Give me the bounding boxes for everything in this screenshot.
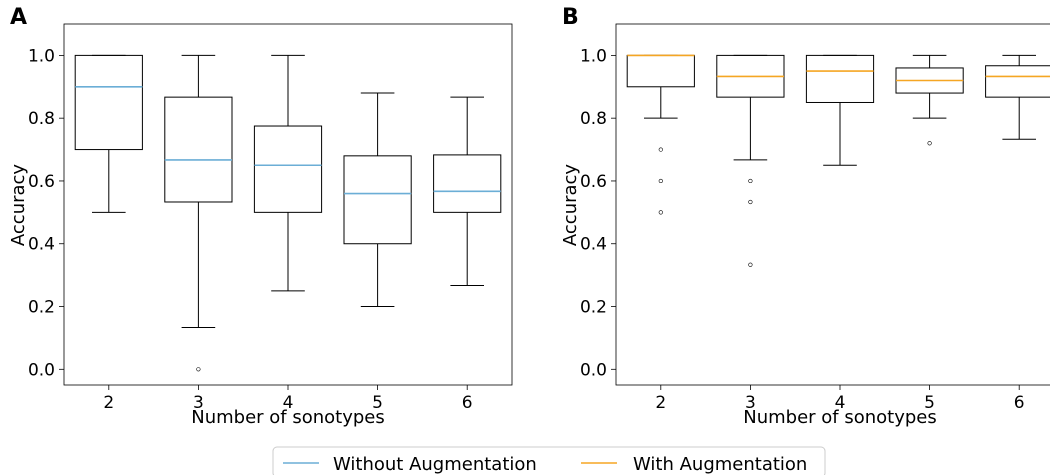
panel-a-ytick-label: 0.8	[28, 109, 55, 129]
outlier-point	[748, 178, 753, 184]
panel-b-axes-frame	[615, 23, 1050, 386]
panel-a-box-2	[74, 54, 143, 213]
outlier-point	[658, 210, 663, 215]
panel-a-box-6	[433, 96, 502, 286]
box-iqr	[343, 155, 412, 245]
outlier-point	[748, 262, 753, 267]
panel-a-xtick-label: 6	[462, 393, 473, 413]
panel-b-plot: 0.0 0.2 0.4 0.6 0.8 1.0 2 3 4 5 6	[580, 23, 1050, 413]
panel-a-xtick-label: 3	[193, 393, 204, 413]
box-iqr	[985, 65, 1050, 98]
panel-b-ytick-label: 0.6	[580, 172, 607, 192]
panel-b-ytick-label: 0.2	[580, 298, 607, 318]
panel-a-box-5	[343, 92, 412, 308]
outlier-point	[196, 367, 201, 372]
panel-b-clipped-area: 0.0 0.2 0.4 0.6 0.8 1.0 2 3 4 5 6	[580, 23, 1050, 413]
box-iqr	[805, 54, 875, 103]
panel-b-xtick-label: 6	[1014, 393, 1025, 413]
panel-b-letter: B	[562, 5, 579, 30]
box-iqr	[253, 125, 323, 213]
box-iqr	[164, 96, 233, 203]
panel-a-box-3	[164, 54, 233, 372]
panel-a-plot: 0.0 0.2 0.4 0.6 0.8 1.0 2 3 4 5 6	[28, 23, 513, 413]
panel-a-xtick-label: 5	[372, 393, 383, 413]
panel-a-box-4	[253, 54, 323, 292]
outlier-point	[658, 147, 663, 152]
panel-b-box-6	[985, 54, 1050, 140]
legend: Without Augmentation With Augmentation	[272, 446, 826, 475]
outlier-point	[748, 199, 753, 205]
panel-b-xtick-label: 3	[745, 393, 756, 413]
panel-b-xlabel: Number of sonotypes	[743, 407, 937, 428]
panel-b-ytick-label: 0.8	[580, 109, 607, 129]
legend-label-with-augmentation: With Augmentation	[633, 454, 807, 475]
panel-b-box-3	[716, 54, 785, 267]
panel-b-box-5	[895, 54, 964, 146]
panel-b-xtick-label: 5	[924, 393, 935, 413]
panel-a-ytick-label: 0.0	[28, 360, 55, 380]
outlier-point	[658, 178, 663, 184]
panel-a-ytick-label: 0.2	[28, 298, 55, 318]
panel-a-ytick-label: 0.6	[28, 172, 55, 192]
panel-b-xtick-label: 2	[655, 393, 666, 413]
panel-b-box-2	[626, 54, 695, 215]
panel-b-box-4	[805, 54, 875, 166]
panel-a-xtick-label: 4	[283, 393, 294, 413]
legend-frame	[272, 446, 826, 475]
panel-a-xlabel: Number of sonotypes	[191, 407, 385, 428]
panel-a-letter: A	[10, 5, 27, 30]
panel-b-ytick-label: 1.0	[580, 46, 607, 66]
outlier-point	[927, 141, 932, 146]
panel-a-ylabel: Accuracy	[8, 164, 29, 247]
panel-b-ytick-label: 0.0	[580, 360, 607, 380]
box-iqr	[74, 54, 143, 151]
panel-a-ytick-label: 0.4	[28, 235, 55, 255]
panel-b-xtick-label: 4	[835, 393, 846, 413]
legend-label-without-augmentation: Without Augmentation	[333, 454, 537, 475]
panel-b-ytick-label: 0.4	[580, 235, 607, 255]
box-iqr	[626, 54, 695, 88]
panel-a-ytick-label: 1.0	[28, 46, 55, 66]
panel-b-ylabel: Accuracy	[560, 164, 581, 247]
panel-a-xtick-label: 2	[103, 393, 114, 413]
box-iqr	[433, 154, 502, 213]
